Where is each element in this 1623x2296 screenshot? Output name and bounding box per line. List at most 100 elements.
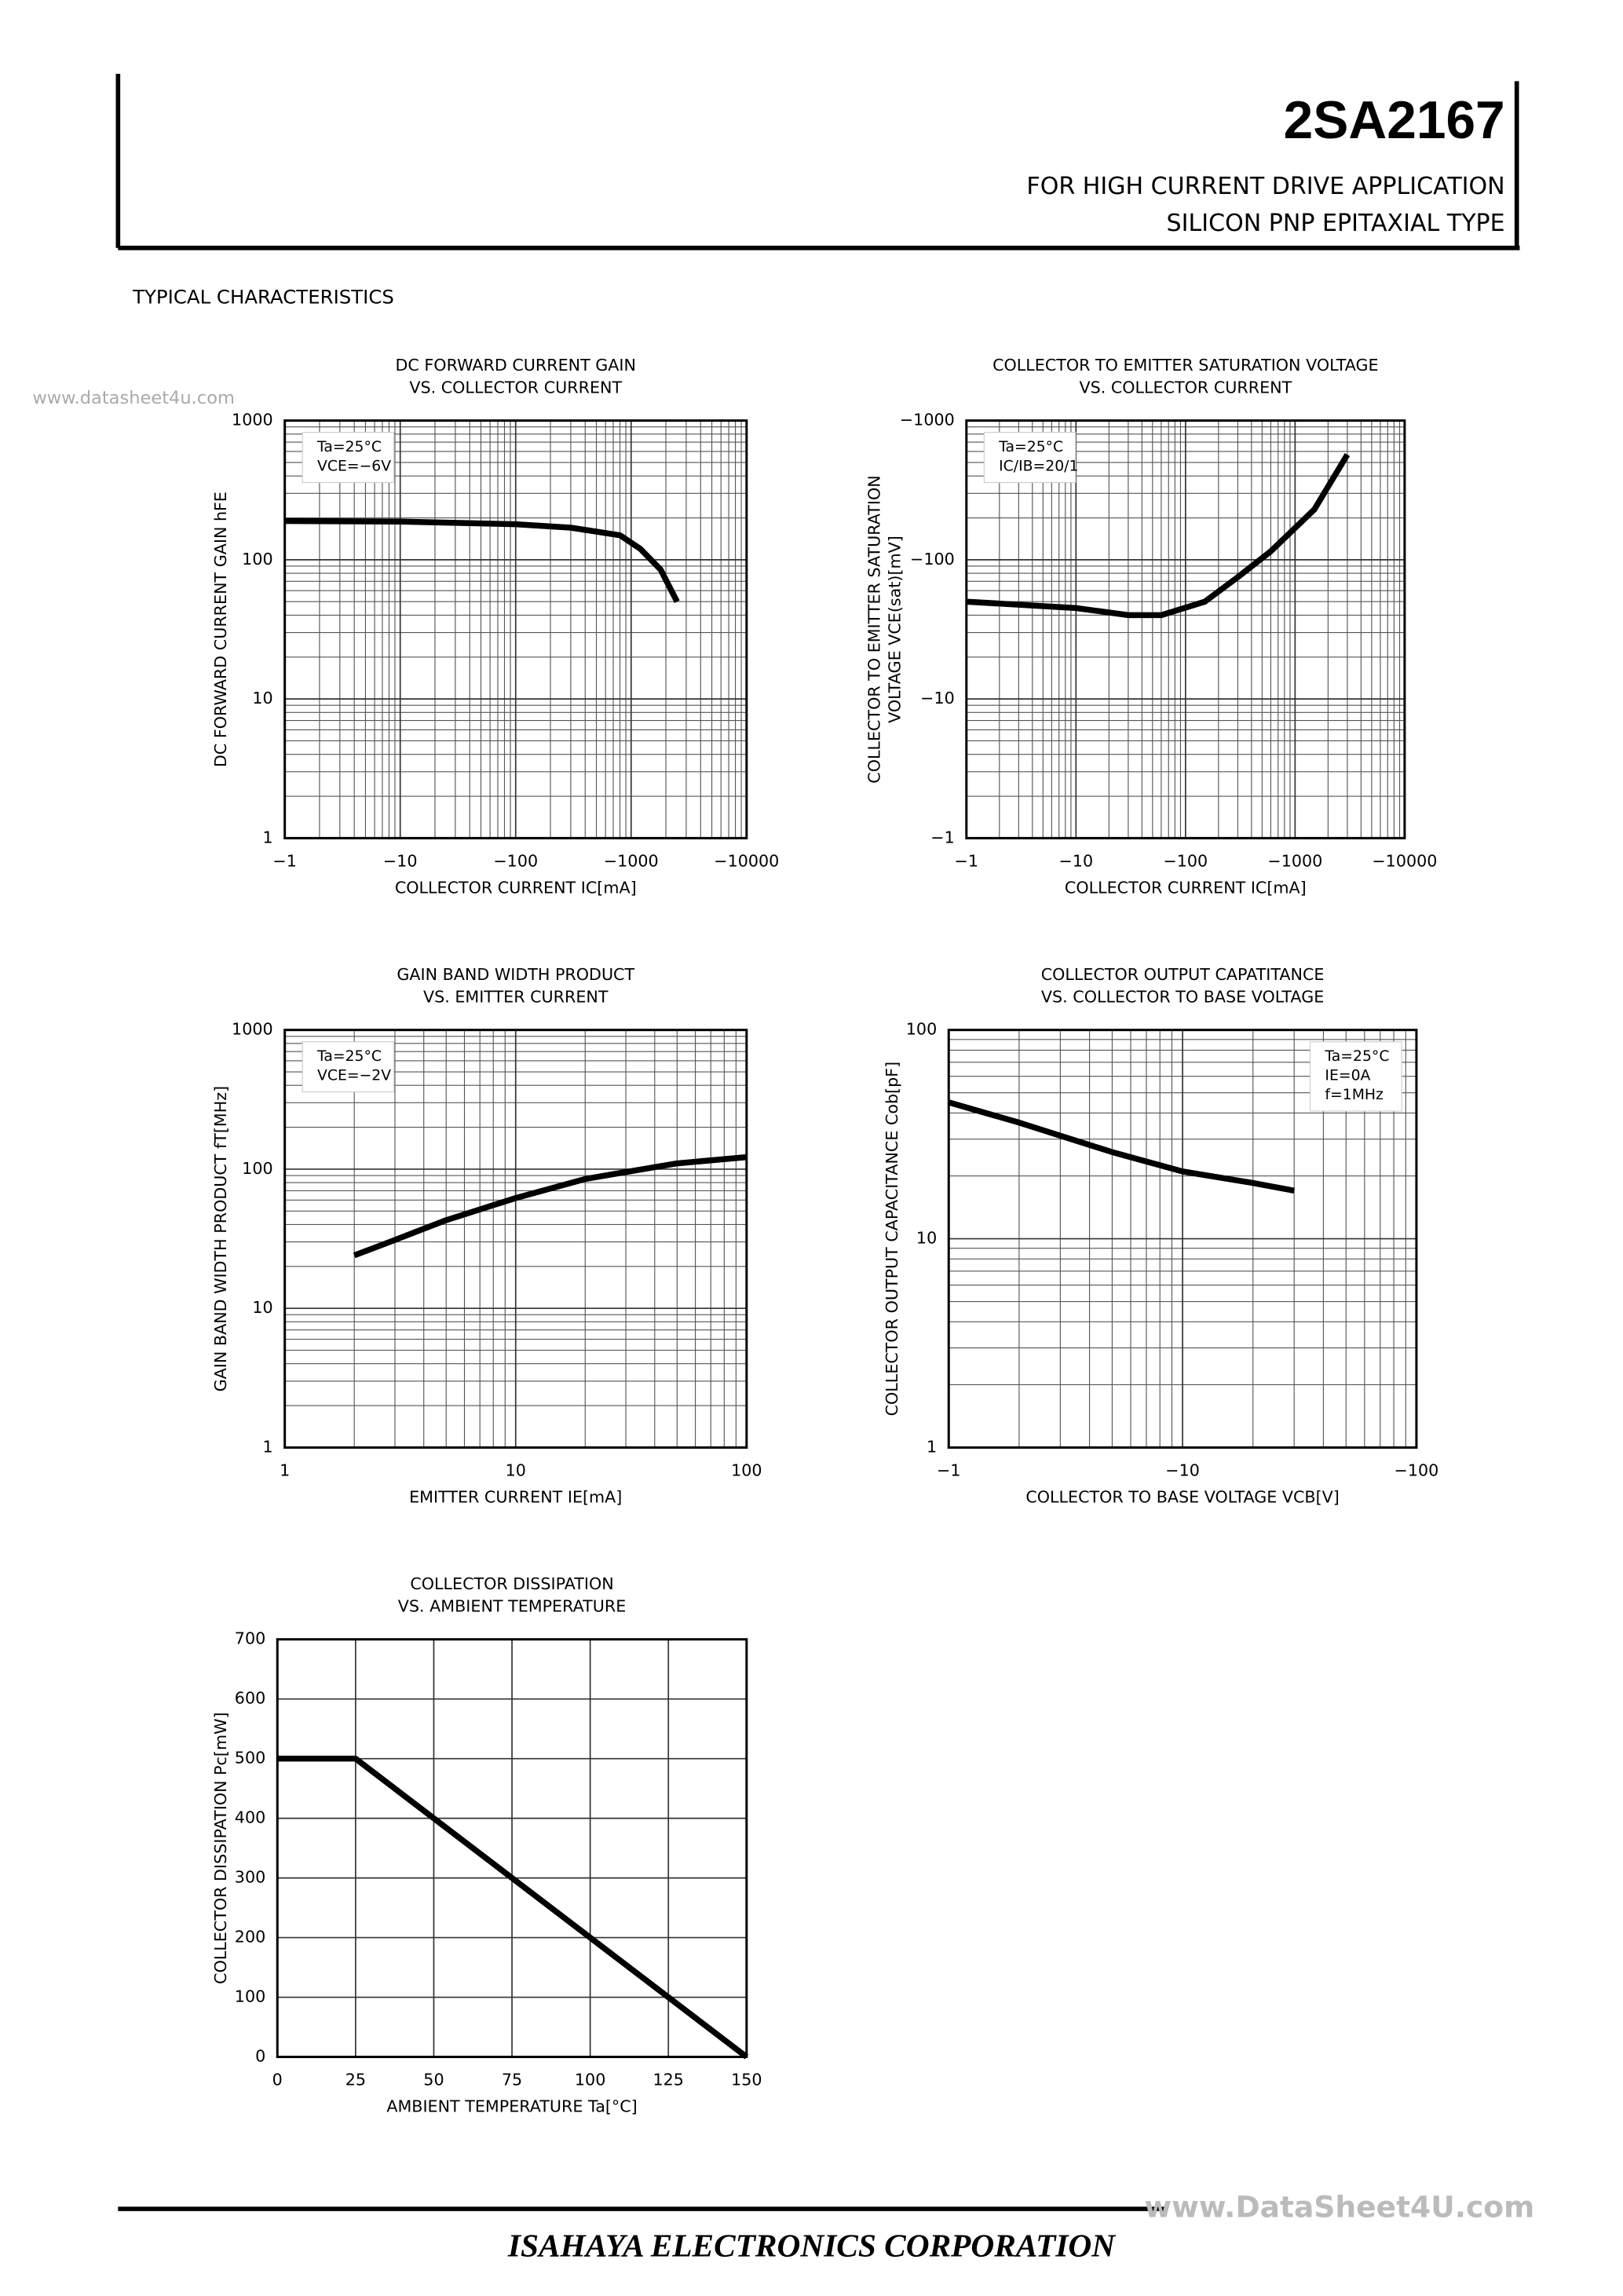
x-tick-label: 1 [280,1461,290,1480]
x-tick-label: −100 [1395,1461,1439,1480]
x-tick-label: 0 [272,2071,283,2089]
footer-watermark: www.DataSheet4U.com [1144,2190,1534,2225]
x-tick-label: −1 [937,1461,960,1480]
annotation-box [1310,1041,1402,1112]
curve [353,1153,748,1259]
y-axis-label: COLLECTOR TO EMITTER SATURATION [865,475,883,783]
chart-title: VS. EMITTER CURRENT [423,987,609,1006]
annotation-box [983,432,1077,484]
chart-title: VS. COLLECTOR TO BASE VOLTAGE [1041,987,1324,1006]
company-name: ISAHAYA ELECTRONICS CORPORATION [507,2227,1117,2263]
y-tick-label: 1000 [232,411,273,430]
plot-frame [283,1029,748,1449]
y-tick-label: 1 [262,828,272,846]
y-tick-label: 100 [242,1159,272,1178]
plot-frame [283,419,748,839]
y-tick-label: 10 [252,689,272,707]
x-tick-label: −100 [493,851,538,870]
x-tick-label: 150 [731,2071,762,2089]
y-tick-label: 400 [235,1808,265,1827]
y-tick-label: 700 [235,1629,265,1648]
y-tick-label: 100 [235,1987,265,2006]
x-tick-label: −10 [383,851,418,870]
y-axis-label: VOLTAGE VCE(sat)[mV] [886,536,905,723]
x-axis-label: AMBIENT TEMPERATURE Ta[°C] [386,2097,637,2115]
chart-title: GAIN BAND WIDTH PRODUCT [397,965,634,984]
plot-frame [947,1029,1418,1449]
header-line: FOR HIGH CURRENT DRIVE APPLICATION [1026,173,1504,200]
y-axis-label: GAIN BAND WIDTH PRODUCT fT[MHz] [211,1086,230,1392]
x-axis-label: COLLECTOR TO BASE VOLTAGE VCB[V] [1025,1487,1340,1506]
y-axis-label: DC FORWARD CURRENT GAIN hFE [211,492,230,767]
chart-title: VS. AMBIENT TEMPERATURE [398,1596,626,1615]
annotation-box [302,432,395,484]
annotation: Ta=25°C [998,439,1063,455]
chart: −1 −10 −100 1 10 100 COLLECTOR OUTPUT CAPATITA… [883,965,1438,1506]
y-tick-label: 1 [262,1437,272,1456]
y-tick-label: 10 [916,1229,937,1248]
y-tick-label: 100 [906,1020,937,1039]
watermark: www.datasheet4u.com [32,388,235,408]
annotation: IC/IB=20/1 [999,458,1078,474]
chart: −1 −10 −100 −1000 −10000 1 10 100 1000 DC FORWARD… [211,356,779,897]
y-tick-label: 0 [255,2047,265,2066]
x-tick-label: −10000 [1372,851,1437,870]
chart-title: DC FORWARD CURRENT GAIN [396,356,636,375]
y-tick-label: 100 [242,550,272,569]
y-tick-label: 200 [235,1928,265,1947]
x-tick-label: 25 [345,2071,366,2089]
chart-title: COLLECTOR TO EMITTER SATURATION VOLTAGE [992,356,1379,375]
y-tick-label: −1000 [900,411,955,430]
x-axis-label: COLLECTOR CURRENT IC[mA] [1065,878,1307,897]
x-tick-label: 10 [506,1461,526,1480]
x-tick-label: −10000 [714,851,779,870]
curve [284,517,680,603]
part-number: 2SA2167 [1284,91,1505,150]
curve [948,1099,1295,1194]
x-tick-label: 75 [502,2071,522,2089]
annotation: VCE=−2V [317,1067,391,1084]
annotation: IE=0A [1325,1067,1370,1084]
plot-frame [965,419,1406,839]
chart: −1 −10 −100 −1000 −10000 −1 −10 −100 −1000 COLLEC… [865,356,1437,897]
chart: 1 10 100 1 10 100 1000 GAIN BAND WIDTH PRODUCT V… [211,965,762,1506]
y-tick-label: −1 [930,828,954,846]
annotation: f=1MHz [1325,1087,1384,1103]
x-axis-label: COLLECTOR CURRENT IC[mA] [395,878,637,897]
y-axis-label: COLLECTOR OUTPUT CAPACITANCE Cob[pF] [883,1062,901,1417]
annotation: Ta=25°C [316,439,382,455]
curve [277,1755,749,2060]
x-tick-label: −10 [1165,1461,1200,1480]
y-tick-label: 600 [235,1689,265,1708]
y-axis-label: COLLECTOR DISSIPATION Pc[mW] [211,1712,230,1983]
plot-frame [276,1638,748,2059]
annotation-box [302,1041,395,1093]
chart-title: COLLECTOR DISSIPATION [410,1574,613,1593]
curve [966,452,1351,619]
x-tick-label: 100 [731,1461,762,1480]
annotation: Ta=25°C [1324,1048,1389,1065]
chart-title: COLLECTOR OUTPUT CAPATITANCE [1041,965,1325,984]
x-tick-label: −1000 [604,851,659,870]
chart-title: VS. COLLECTOR CURRENT [1079,378,1292,397]
x-tick-label: −100 [1163,851,1208,870]
x-tick-label: −1 [272,851,296,870]
annotation: VCE=−6V [317,458,391,474]
y-tick-label: 10 [252,1298,272,1317]
section-title: TYPICAL CHARACTERISTICS [132,286,394,309]
x-axis-label: EMITTER CURRENT IE[mA] [409,1487,622,1506]
y-tick-label: 1 [927,1437,937,1456]
annotation: Ta=25°C [316,1048,382,1065]
y-tick-label: −10 [920,689,955,707]
y-tick-label: 300 [235,1868,265,1887]
x-tick-label: −1 [955,851,978,870]
chart-title: VS. COLLECTOR CURRENT [409,378,622,397]
chart: 0 25 50 75 100 125 150 0 100 200 300 400 500 600 700 CO… [211,1574,762,2115]
header-line: SILICON PNP EPITAXIAL TYPE [1167,210,1505,237]
x-tick-label: 125 [653,2071,684,2089]
y-tick-label: 1000 [232,1020,273,1039]
x-tick-label: 50 [423,2071,444,2089]
x-tick-label: −10 [1059,851,1094,870]
